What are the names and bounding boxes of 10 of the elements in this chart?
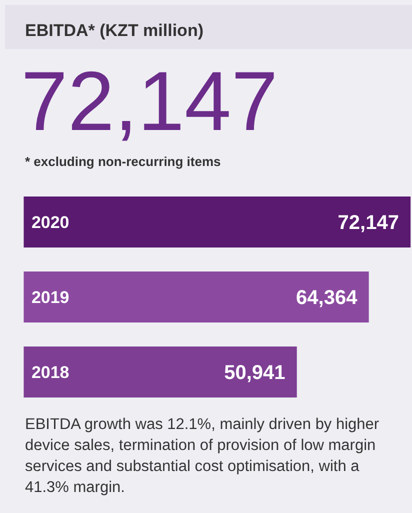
chart-subtitle: 72,147 <box>21 54 278 148</box>
y-tick-label: 2020 <box>31 213 70 232</box>
chart-title: EBITDA* (KZT million) <box>25 20 204 42</box>
text: * excluding non-recurring items <box>25 153 221 171</box>
y-tick-label: 2019 <box>31 288 70 307</box>
y-tick-label: 2018 <box>31 363 70 382</box>
data-label: 64,364 <box>296 287 358 309</box>
text: EBITDA growth was 12.1%, mainly driven by higher device sales, termination of provision of low margin services and substantial cost optimisation, with a 41.3% margin. <box>25 415 380 498</box>
data-label: 50,941 <box>224 362 286 384</box>
data-label: 72,147 <box>338 212 399 234</box>
